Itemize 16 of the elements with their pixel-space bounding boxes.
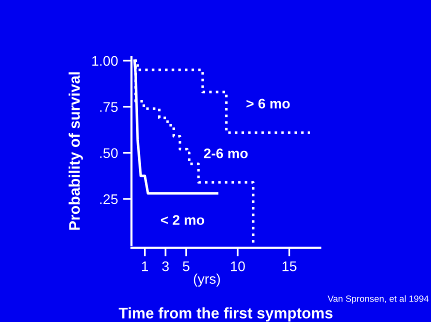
series-label: > 6 mo (246, 98, 290, 109)
x-tick-label: 15 (282, 262, 296, 272)
series-label: 2-6 mo (204, 148, 248, 158)
x-axis-title: Time from the first symptoms (118, 307, 332, 322)
x-tick-label: 3 (162, 261, 169, 272)
x-tick-label: 5 (182, 262, 190, 272)
y-tick-label: .25 (100, 194, 118, 204)
text: (yrs) (194, 274, 220, 287)
y-tick-label: .75 (100, 102, 118, 112)
x-tick-label: 10 (231, 261, 245, 272)
y-axis-title: Probability of survival (68, 72, 83, 230)
y-tick-label: .50 (100, 148, 118, 158)
x-tick-label: 1 (142, 262, 148, 272)
text: Van Spronsen, et al 1994 (328, 295, 429, 304)
y-tick-label: 1.00 (92, 56, 118, 66)
series-label: < 2 mo (160, 215, 204, 225)
